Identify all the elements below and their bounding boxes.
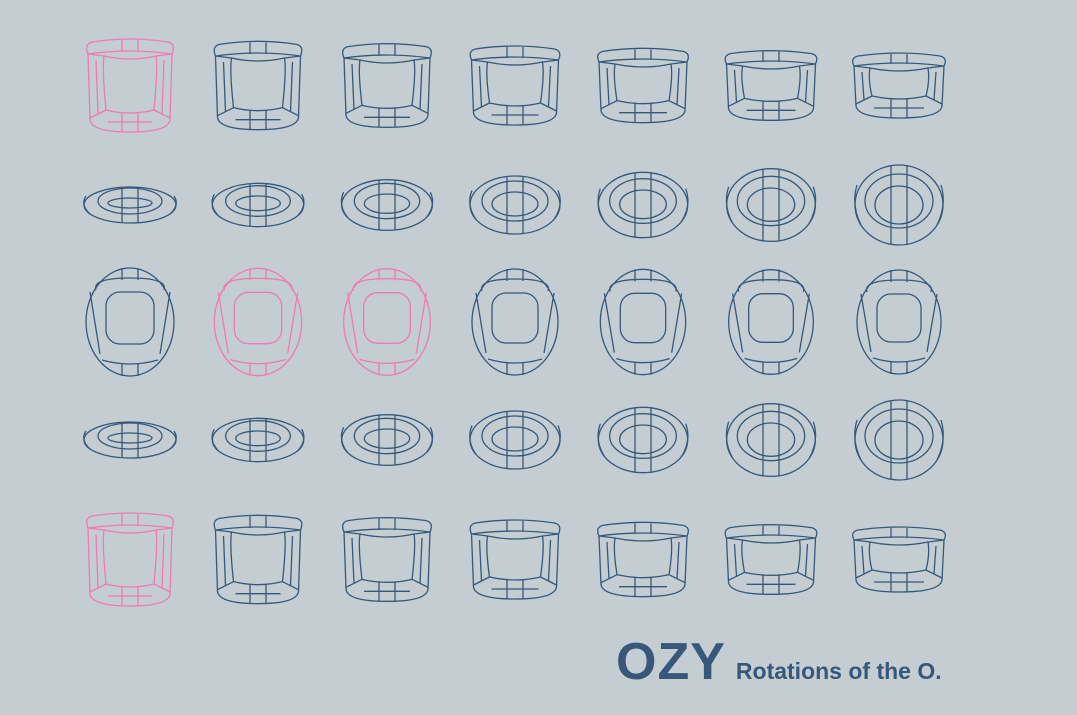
chair-outline [213, 514, 303, 605]
chair-outline [469, 410, 561, 470]
brand-title: OZY [616, 633, 726, 691]
chair-outline [597, 406, 689, 474]
chair-outline [854, 399, 944, 481]
chair-outline [854, 164, 944, 246]
brand-subtitle: Rotations of the O. [735, 658, 942, 684]
chair-outline [340, 179, 434, 231]
chair-outline [856, 269, 942, 375]
chair-outline [725, 168, 817, 242]
chair-outline [725, 403, 817, 477]
chair-outline-highlighted [86, 38, 174, 133]
chair-outline-highlighted [343, 268, 431, 376]
chair-outline [599, 268, 687, 376]
caption: OZY Rotations of the O. [616, 632, 942, 692]
rotation-row [83, 399, 944, 481]
chair-outline [340, 414, 434, 466]
rotation-row [86, 38, 946, 133]
chair-outline [83, 186, 177, 224]
chair-outline [342, 43, 432, 128]
chair-outline [469, 45, 561, 126]
chair-outline [724, 524, 818, 595]
chair-outline-highlighted [86, 512, 174, 607]
chair-outline [597, 521, 689, 598]
rotation-row [85, 267, 942, 377]
chair-outline [728, 269, 814, 375]
chair-outline [213, 40, 303, 131]
rotation-row [86, 512, 946, 607]
chair-outline [852, 526, 946, 593]
chair-outline [85, 267, 175, 377]
chair-outline [852, 52, 946, 119]
chair-outline [342, 517, 432, 602]
chair-outline [469, 175, 561, 235]
chair-outline [724, 50, 818, 121]
chair-outline [597, 47, 689, 124]
chair-outline [211, 182, 305, 228]
chair-outline-highlighted [213, 267, 303, 377]
chair-outline [83, 421, 177, 459]
chair-outline [211, 417, 305, 463]
chair-outline [597, 171, 689, 239]
chair-outline [469, 519, 561, 600]
rotation-row [83, 164, 944, 246]
chair-outline [471, 268, 559, 376]
